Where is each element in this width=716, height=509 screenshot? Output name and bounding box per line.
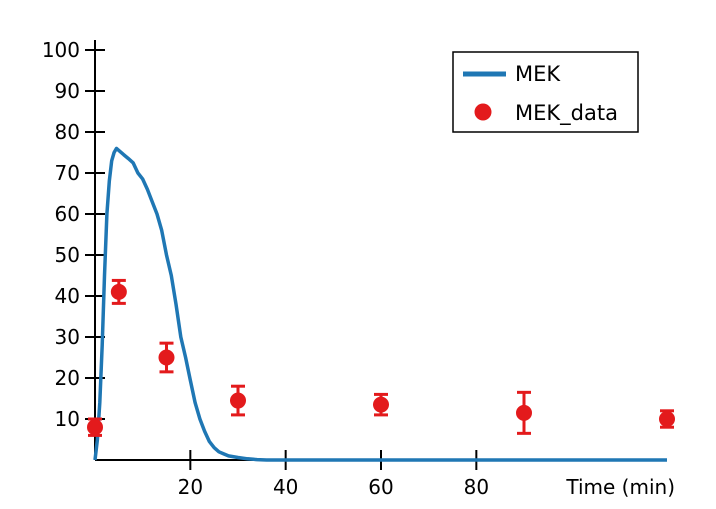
data-point (158, 341, 175, 374)
x-tick-label: 40 (273, 475, 298, 499)
y-tick-label: 70 (55, 161, 80, 185)
y-tick-label: 90 (55, 79, 80, 103)
axes: 10 20 30 40 50 60 70 80 90 100 20 40 60 80 Time (min… (42, 38, 675, 499)
y-ticks: 10 20 30 40 50 60 70 80 90 100 (42, 38, 105, 431)
legend: MEK MEK_data (452, 51, 639, 133)
y-tick-label: 100 (42, 38, 80, 62)
y-tick-label: 60 (55, 202, 80, 226)
data-point (659, 409, 675, 429)
y-tick-label: 80 (55, 120, 80, 144)
data-point (110, 278, 127, 305)
y-tick-label: 10 (55, 407, 80, 431)
x-tick-label: 60 (368, 475, 393, 499)
data-point (516, 390, 532, 435)
data-point-marker (87, 419, 103, 436)
plot-area (87, 146, 675, 462)
data-point-marker (158, 349, 175, 366)
data-point (373, 392, 389, 417)
data-point (230, 384, 246, 417)
x-tick-label: 20 (178, 475, 203, 499)
legend-marker-swatch (474, 103, 492, 121)
data-point (87, 417, 103, 437)
y-tick-label: 40 (55, 284, 80, 308)
series-line-mek (93, 146, 667, 462)
x-ticks: 20 40 60 80 (178, 450, 489, 499)
y-tick-label: 50 (55, 243, 80, 267)
data-point-marker (110, 283, 127, 300)
legend-entry-line-label: MEK (515, 62, 561, 86)
x-tick-label: 80 (464, 475, 489, 499)
data-point-marker (230, 392, 246, 409)
data-point-marker (516, 404, 532, 421)
data-point-marker (659, 411, 675, 427)
data-point-marker (373, 396, 389, 413)
y-tick-label: 30 (55, 325, 80, 349)
x-axis-label: Time (min) (565, 475, 675, 499)
legend-entry-marker-label: MEK_data (515, 101, 618, 126)
y-tick-label: 20 (55, 366, 80, 390)
